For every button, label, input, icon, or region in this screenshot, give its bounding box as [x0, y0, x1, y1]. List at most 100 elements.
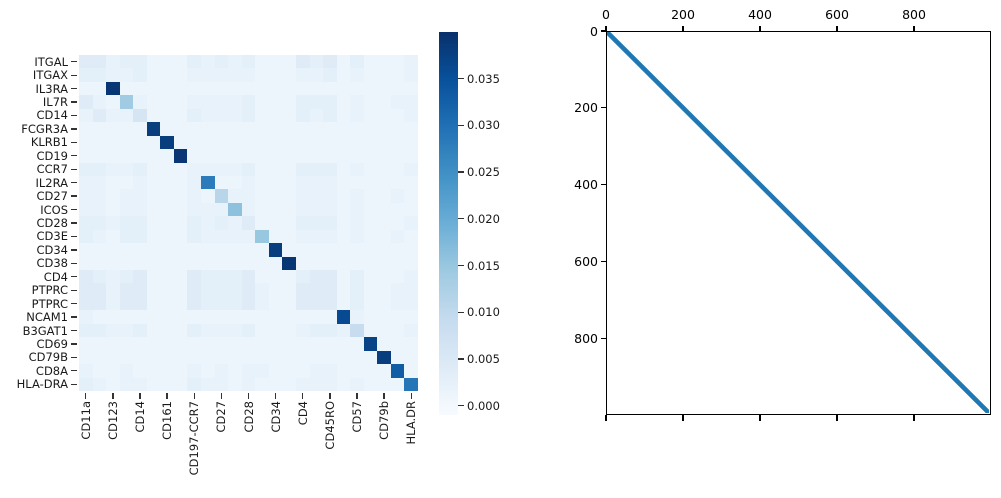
- y-tick-mark: [70, 276, 77, 278]
- heatmap-cell: [323, 162, 337, 176]
- heatmap-cell: [187, 189, 202, 203]
- heatmap-cell: [173, 81, 188, 96]
- spy-left-tick-mark: [600, 183, 606, 186]
- y-tick-mark: [70, 302, 77, 305]
- heatmap-cell: [268, 270, 283, 284]
- heatmap-cell: [363, 229, 378, 244]
- heatmap-cell: [295, 162, 310, 176]
- colorbar-tick-label: 0.020: [467, 211, 500, 226]
- heatmap-cell: [214, 296, 229, 311]
- heatmap-cell: [350, 81, 364, 96]
- heatmap-plot-area: [79, 55, 418, 391]
- heatmap-cell: [201, 377, 215, 391]
- heatmap-cell: [79, 175, 93, 190]
- heatmap-cell: [146, 350, 161, 365]
- heatmap-cell: [173, 256, 188, 271]
- heatmap-cell: [119, 229, 134, 244]
- heatmap-cell: [390, 364, 405, 378]
- heatmap-cell: [309, 270, 324, 284]
- heatmap-cell: [146, 216, 161, 230]
- heatmap-cell: [295, 135, 310, 150]
- x-tick-mark: [220, 392, 223, 399]
- heatmap-cell: [160, 350, 174, 365]
- heatmap-cell: [228, 95, 242, 109]
- heatmap-col-label: CD161: [160, 401, 175, 440]
- heatmap-cell: [214, 337, 229, 351]
- heatmap-cell: [92, 310, 107, 324]
- heatmap-cell: [390, 175, 405, 190]
- heatmap-cell: [377, 364, 391, 378]
- heatmap-cell: [133, 337, 147, 351]
- heatmap-cell: [119, 189, 134, 203]
- heatmap-cell: [282, 283, 296, 297]
- heatmap-cell: [79, 55, 93, 69]
- heatmap-cell: [228, 135, 242, 150]
- heatmap-cell: [119, 337, 134, 351]
- heatmap-cell: [173, 364, 188, 378]
- heatmap-cell: [92, 243, 107, 257]
- heatmap-cell: [268, 229, 283, 244]
- spy-y-tick-label: 200: [574, 100, 598, 116]
- heatmap-cell: [214, 270, 229, 284]
- heatmap-cell: [404, 135, 418, 150]
- heatmap-cell: [323, 323, 337, 338]
- heatmap-cell: [79, 364, 93, 378]
- heatmap-cell: [241, 256, 256, 271]
- heatmap-cell: [363, 296, 378, 311]
- heatmap-cell: [363, 216, 378, 230]
- heatmap-cell: [404, 81, 418, 96]
- heatmap-col-label: CD11a: [78, 401, 93, 440]
- heatmap-cell: [323, 377, 337, 391]
- heatmap-cell: [201, 337, 215, 351]
- heatmap-cell: [214, 310, 229, 324]
- heatmap-cell: [241, 189, 256, 203]
- heatmap-row-label: CD8A: [35, 363, 68, 378]
- heatmap-cell: [214, 256, 229, 271]
- heatmap-cell: [119, 216, 134, 230]
- heatmap-cell: [106, 296, 120, 311]
- heatmap-cell: [228, 55, 242, 69]
- heatmap-cell: [282, 149, 296, 163]
- heatmap-cell: [106, 202, 120, 217]
- heatmap-cell: [92, 108, 107, 123]
- heatmap-cell: [214, 229, 229, 244]
- x-tick-mark: [274, 392, 277, 399]
- heatmap-cell: [404, 149, 418, 163]
- heatmap-cell: [268, 149, 283, 163]
- x-tick-mark: [247, 392, 250, 399]
- heatmap-cell: [350, 350, 364, 365]
- heatmap-cell: [282, 108, 296, 123]
- heatmap-cell: [323, 202, 337, 217]
- spy-bottom-tick-mark: [682, 415, 684, 421]
- heatmap-cell: [377, 189, 391, 203]
- heatmap-cell: [92, 81, 107, 96]
- heatmap-cell: [309, 135, 324, 150]
- y-tick-mark: [70, 182, 77, 184]
- heatmap-cell: [92, 270, 107, 284]
- heatmap-cell: [309, 216, 324, 230]
- heatmap-cell: [350, 95, 364, 109]
- heatmap-cell: [241, 229, 256, 244]
- heatmap-cell: [214, 162, 229, 176]
- heatmap-cell: [377, 323, 391, 338]
- heatmap-cell: [336, 162, 351, 176]
- heatmap-cell: [228, 350, 242, 365]
- heatmap-cell: [228, 270, 242, 284]
- heatmap-cell: [173, 270, 188, 284]
- heatmap-row-label: CD14: [36, 108, 68, 123]
- heatmap-cell: [390, 350, 405, 365]
- heatmap-cell: [146, 68, 161, 82]
- heatmap-cell: [323, 256, 337, 271]
- x-tick-mark: [302, 392, 304, 399]
- heatmap-cell: [295, 350, 310, 365]
- heatmap-cell: [146, 175, 161, 190]
- heatmap-cell: [79, 162, 93, 176]
- heatmap-cell: [323, 337, 337, 351]
- heatmap-col-label: CD197-CCR7: [187, 401, 202, 476]
- y-tick-mark: [70, 87, 77, 90]
- heatmap-cell: [350, 189, 364, 203]
- heatmap-cell: [255, 229, 269, 244]
- heatmap-cell: [336, 122, 351, 136]
- heatmap-col-label: CD14: [133, 401, 148, 433]
- heatmap-cell: [295, 243, 310, 257]
